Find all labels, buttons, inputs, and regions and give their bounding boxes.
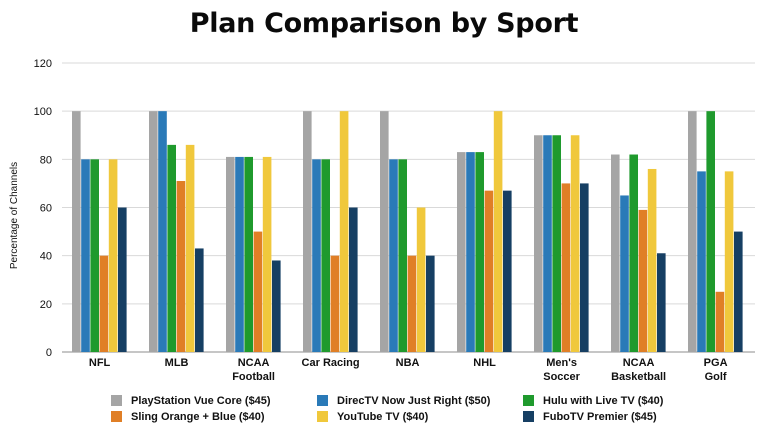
legend-label-directv-now-just-right-50: DirecTV Now Just Right ($50) <box>337 395 491 407</box>
bar-fubotv-premier-45-nba <box>426 255 435 352</box>
x-tick-label-pga-golf-1: PGA <box>704 357 728 369</box>
bar-hulu-with-live-tv-40-men-s-soccer <box>552 135 561 352</box>
bar-sling-orange-blue-40-car-racing <box>330 255 340 352</box>
bar-fubotv-premier-45-men-s-soccer <box>580 183 589 352</box>
x-tick-label-ncaa-football-1: NCAA <box>238 357 270 369</box>
bar-youtube-tv-40-nba <box>416 207 426 352</box>
x-tick-label-pga-golf-2: Golf <box>705 371 727 383</box>
bar-sling-orange-blue-40-pga-golf <box>715 291 725 352</box>
x-tick-label-ncaa-basketball-1: NCAA <box>623 357 655 369</box>
x-tick-label-nba: NBA <box>396 357 420 369</box>
bar-youtube-tv-40-nfl <box>108 159 118 352</box>
legend-swatch-playstation-vue-core-45 <box>111 395 122 406</box>
bar-youtube-tv-40-men-s-soccer <box>570 135 580 352</box>
legend-swatch-sling-orange-blue-40 <box>111 411 122 422</box>
bar-playstation-vue-core-45-ncaa-basketball <box>611 154 620 352</box>
bar-directv-now-just-right-50-car-racing <box>312 159 321 352</box>
legend-swatch-fubotv-premier-45 <box>523 411 534 422</box>
bar-directv-now-just-right-50-ncaa-football <box>235 156 244 352</box>
bar-playstation-vue-core-45-nhl <box>457 152 466 352</box>
bar-directv-now-just-right-50-nfl <box>81 159 90 352</box>
chart-title: Plan Comparison by Sport <box>189 8 579 39</box>
legend-label-youtube-tv-40: YouTube TV ($40) <box>337 411 429 423</box>
bar-playstation-vue-core-45-pga-golf <box>688 111 697 353</box>
bar-directv-now-just-right-50-nhl <box>466 152 475 352</box>
y-tick-label-0: 0 <box>46 347 52 359</box>
bar-fubotv-premier-45-car-racing <box>349 207 358 352</box>
bar-fubotv-premier-45-nfl <box>118 207 127 352</box>
x-tick-label-mlb: MLB <box>165 357 189 369</box>
bar-hulu-with-live-tv-40-car-racing <box>321 159 330 352</box>
bar-playstation-vue-core-45-ncaa-football <box>226 156 235 352</box>
y-axis-title: Percentage of Channels <box>9 162 20 269</box>
bar-hulu-with-live-tv-40-mlb <box>167 144 176 352</box>
x-tick-label-men-s-soccer-1: Men's <box>546 357 577 369</box>
legend-label-fubotv-premier-45: FuboTV Premier ($45) <box>543 411 657 423</box>
bar-sling-orange-blue-40-ncaa-basketball <box>638 209 648 352</box>
bar-fubotv-premier-45-ncaa-basketball <box>657 253 666 352</box>
y-tick-label-80: 80 <box>40 154 52 166</box>
bar-playstation-vue-core-45-nfl <box>72 111 81 353</box>
bar-fubotv-premier-45-ncaa-football <box>272 260 281 352</box>
x-tick-label-nfl: NFL <box>89 357 111 369</box>
bar-hulu-with-live-tv-40-ncaa-basketball <box>629 154 638 352</box>
bar-sling-orange-blue-40-nhl <box>484 190 494 352</box>
legend-label-hulu-with-live-tv-40: Hulu with Live TV ($40) <box>543 395 664 407</box>
bar-directv-now-just-right-50-pga-golf <box>697 171 706 352</box>
bar-fubotv-premier-45-pga-golf <box>734 231 743 352</box>
x-tick-label-car-racing: Car Racing <box>302 357 360 369</box>
legend-label-playstation-vue-core-45: PlayStation Vue Core ($45) <box>131 395 271 407</box>
y-tick-label-20: 20 <box>40 299 52 311</box>
bar-playstation-vue-core-45-car-racing <box>303 111 312 353</box>
bar-directv-now-just-right-50-men-s-soccer <box>543 135 552 352</box>
bar-youtube-tv-40-mlb <box>185 144 195 352</box>
bar-directv-now-just-right-50-nba <box>389 159 398 352</box>
bar-playstation-vue-core-45-nba <box>380 111 389 353</box>
bar-youtube-tv-40-ncaa-basketball <box>647 168 657 352</box>
bar-hulu-with-live-tv-40-ncaa-football <box>244 156 253 352</box>
y-tick-label-120: 120 <box>34 58 52 70</box>
legend-swatch-youtube-tv-40 <box>317 411 328 422</box>
bar-hulu-with-live-tv-40-nba <box>398 159 407 352</box>
bar-hulu-with-live-tv-40-nfl <box>90 159 99 352</box>
bar-playstation-vue-core-45-mlb <box>149 111 158 353</box>
legend-label-sling-orange-blue-40: Sling Orange + Blue ($40) <box>131 411 265 423</box>
bar-fubotv-premier-45-nhl <box>503 190 512 352</box>
y-tick-label-60: 60 <box>40 203 52 215</box>
legend-swatch-directv-now-just-right-50 <box>317 395 328 406</box>
bar-youtube-tv-40-pga-golf <box>724 171 734 352</box>
bar-youtube-tv-40-ncaa-football <box>262 156 272 352</box>
y-tick-label-40: 40 <box>40 251 52 263</box>
x-tick-label-ncaa-basketball-2: Basketball <box>611 371 666 383</box>
x-tick-label-men-s-soccer-2: Soccer <box>543 371 580 383</box>
bar-hulu-with-live-tv-40-pga-golf <box>706 111 715 353</box>
bar-sling-orange-blue-40-nba <box>407 255 417 352</box>
bar-directv-now-just-right-50-mlb <box>158 111 167 353</box>
x-tick-label-nhl: NHL <box>473 357 496 369</box>
bar-youtube-tv-40-car-racing <box>339 111 349 353</box>
bar-sling-orange-blue-40-mlb <box>176 181 186 352</box>
bar-youtube-tv-40-nhl <box>493 111 503 353</box>
bar-directv-now-just-right-50-ncaa-basketball <box>620 195 629 352</box>
bar-sling-orange-blue-40-men-s-soccer <box>561 183 571 352</box>
bar-sling-orange-blue-40-ncaa-football <box>253 231 263 352</box>
bar-fubotv-premier-45-mlb <box>195 248 204 352</box>
x-tick-label-ncaa-football-2: Football <box>232 371 275 383</box>
y-tick-label-100: 100 <box>34 106 52 118</box>
bar-sling-orange-blue-40-nfl <box>99 255 109 352</box>
bar-playstation-vue-core-45-men-s-soccer <box>534 135 543 352</box>
legend-swatch-hulu-with-live-tv-40 <box>523 395 534 406</box>
bar-hulu-with-live-tv-40-nhl <box>475 152 484 352</box>
